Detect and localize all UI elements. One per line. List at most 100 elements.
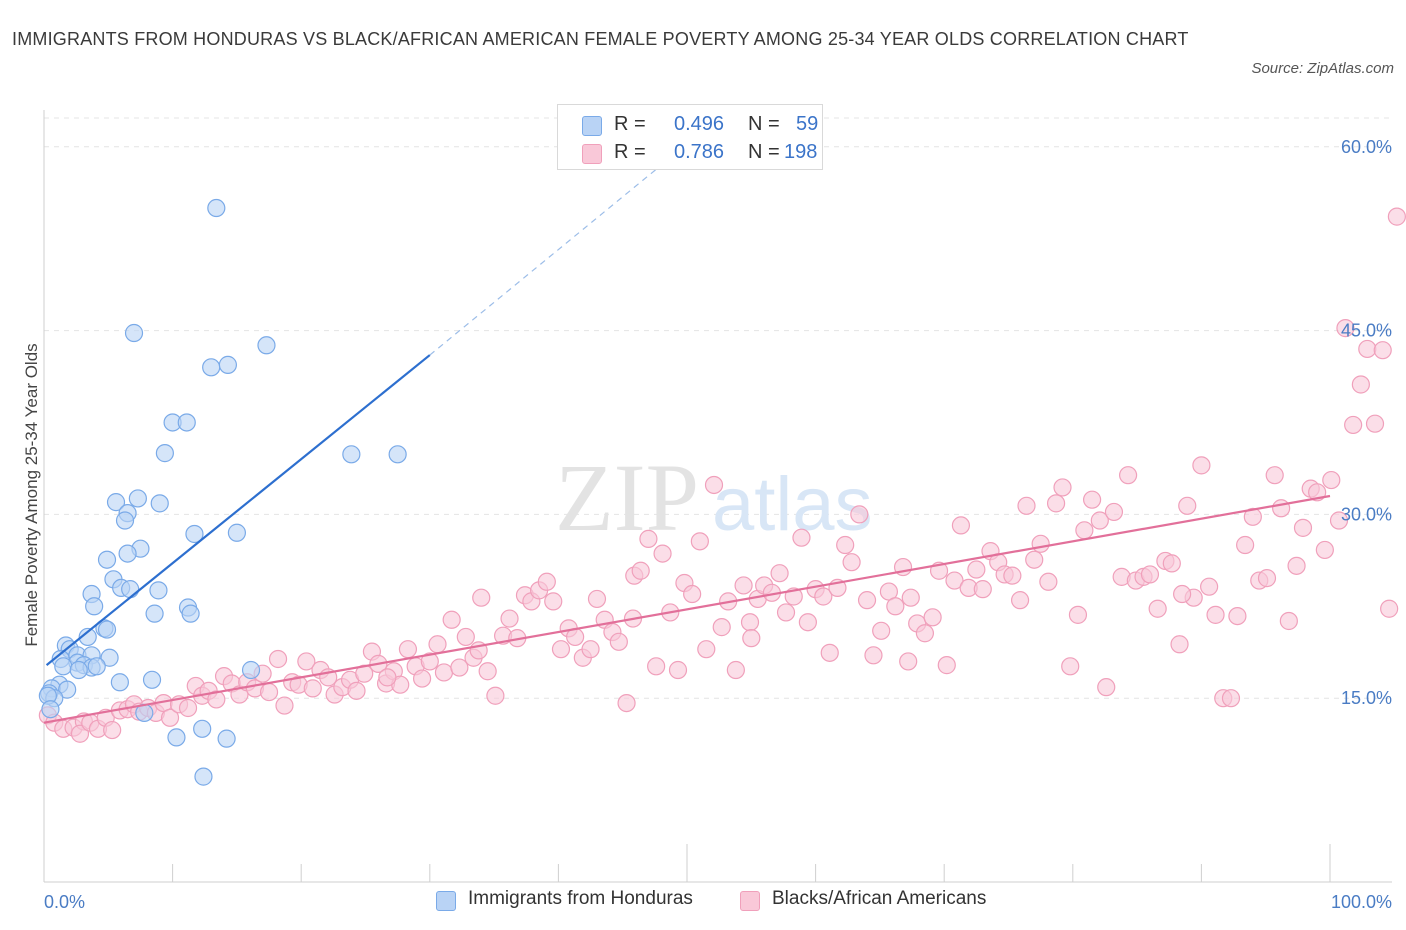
point-blacks [798,613,817,632]
point-blacks [268,649,288,669]
point-blacks [973,580,992,599]
point-blacks [1046,494,1066,513]
point-honduras [202,358,221,377]
point-blacks [1170,635,1189,654]
point-honduras [106,493,126,512]
point-honduras [207,198,226,218]
point-honduras [97,550,117,569]
blacks-swatch [582,144,602,164]
point-blacks [740,613,760,632]
point-blacks [1025,550,1044,569]
point-blacks [297,652,316,671]
point-honduras [185,524,204,544]
point-blacks [842,553,861,572]
point-honduras [41,700,60,719]
point-honduras [217,729,236,748]
point-blacks [683,584,702,604]
point-blacks [1322,470,1341,490]
point-blacks [872,621,891,640]
point-blacks [1178,496,1197,515]
point-honduras [155,444,174,463]
y-tick-label: 15.0% [1341,688,1392,708]
point-blacks [857,591,877,610]
point-blacks [1097,678,1116,697]
point-blacks [486,686,505,705]
point-honduras [388,445,407,464]
point-blacks [1373,341,1392,360]
point-honduras [194,767,213,786]
watermark-atlas: atlas [712,462,873,547]
point-blacks [836,535,855,555]
point-blacks [945,571,964,590]
point-honduras [167,728,186,747]
point-honduras [69,660,88,680]
source-label: Source: ZipAtlas.com [1251,60,1394,77]
point-blacks [1329,511,1349,530]
point-blacks [303,679,322,698]
point-blacks [1257,569,1277,588]
point-blacks [647,657,666,676]
point-blacks [631,561,650,580]
point-blacks [1068,605,1088,624]
point-blacks [1039,572,1058,591]
point-blacks [1148,599,1167,618]
point-blacks [275,696,294,715]
point-blacks [697,640,716,659]
point-blacks [668,660,688,680]
honduras-swatch [582,116,602,136]
point-blacks [704,475,724,495]
point-blacks [776,603,796,622]
point-blacks [742,629,761,648]
point-blacks [1387,207,1406,226]
n-value-honduras: 59 [796,113,819,135]
point-blacks [1336,319,1355,338]
tick-labels: 15.0% 30.0% 45.0% 60.0% 0.0% 100.0% [44,137,1392,912]
point-blacks [864,646,883,665]
trend-lines [43,164,1331,724]
point-honduras [110,673,129,692]
point-blacks [1279,611,1298,631]
point-blacks [398,640,418,659]
point-honduras [181,604,200,623]
point-blacks [442,610,461,629]
legend-label-blacks: Blacks/African Americans [772,888,987,909]
point-blacks [1053,478,1072,497]
point-blacks [478,662,497,681]
r-label: R = [614,113,646,135]
point-honduras [115,511,135,530]
point-honduras [142,670,162,689]
n-label: N = [748,141,780,163]
point-blacks [428,635,447,654]
point-blacks [450,658,469,677]
point-blacks [792,528,811,547]
point-blacks [1287,556,1306,575]
r-label: R = [614,141,646,163]
series-legend: Immigrants from Honduras Blacks/African … [0,888,1406,918]
point-blacks [967,560,986,579]
point-blacks [850,505,869,524]
point-honduras [241,660,261,680]
point-blacks [617,693,636,713]
point-blacks [178,698,198,718]
point-honduras [193,719,212,738]
chart-title: IMMIGRANTS FROM HONDURAS VS BLACK/AFRICA… [12,29,1189,49]
point-blacks [899,652,918,671]
n-label: N = [748,113,780,135]
point-blacks [420,652,439,671]
point-honduras [342,445,361,464]
point-blacks [1082,490,1102,509]
point-blacks [814,587,833,606]
point-blacks [378,668,397,687]
point-blacks [587,589,607,609]
point-honduras [78,627,97,647]
correlation-legend: R = 0.496 N = 59 R = 0.786 N = 198 [557,104,823,170]
point-blacks [1365,414,1385,433]
point-blacks [1265,466,1284,485]
point-blacks [1140,565,1160,584]
point-blacks [1010,591,1030,610]
series-blacks-points [38,207,1406,743]
r-value-honduras: 0.496 [674,113,725,135]
point-honduras [54,657,73,676]
x-tick-label: 100.0% [1331,892,1392,912]
point-honduras [118,544,137,563]
